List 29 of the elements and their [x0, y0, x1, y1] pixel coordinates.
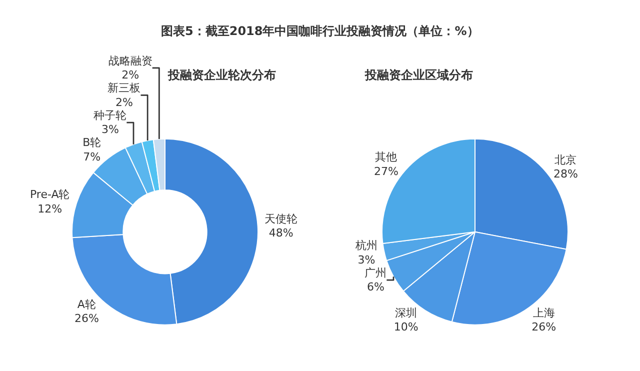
data-label: 6% — [366, 280, 384, 294]
data-label: 28% — [553, 168, 578, 181]
data-label: 10% — [394, 320, 418, 334]
slice-label: 深圳 — [395, 306, 418, 320]
slice-label: Pre-A轮 — [30, 188, 70, 202]
slice-label: 天使轮 — [264, 212, 298, 226]
slice-label: 其他 — [375, 150, 398, 164]
slice-label: 种子轮 — [94, 108, 127, 122]
slice-label: 战略融资 — [108, 54, 152, 68]
slice-label: 广州 — [364, 266, 387, 280]
data-label: 3% — [101, 123, 119, 136]
text: 投融资企业轮次分布 — [167, 68, 276, 82]
slice-label: 北京 — [554, 153, 577, 166]
chart-title: 投融资企业区域分布 — [364, 68, 473, 82]
slice-label: B轮 — [82, 136, 102, 150]
text: 图表5：截至2018年中国咖啡行业投融资情况（单位：%） — [161, 24, 479, 38]
data-label: 7% — [83, 150, 101, 164]
slice-label: 上海 — [532, 306, 555, 320]
slice-label: 杭州 — [354, 239, 378, 252]
data-label: 48% — [268, 226, 294, 240]
data-label: 27% — [374, 165, 398, 178]
data-label: 12% — [38, 202, 62, 216]
slice-label: A轮 — [77, 298, 96, 311]
data-label: 2% — [122, 68, 140, 82]
data-label: 3% — [358, 253, 376, 266]
data-label: 26% — [74, 312, 99, 326]
slice-label: 新三板 — [108, 82, 141, 95]
data-label: 2% — [116, 96, 133, 109]
data-label: 26% — [532, 320, 556, 334]
